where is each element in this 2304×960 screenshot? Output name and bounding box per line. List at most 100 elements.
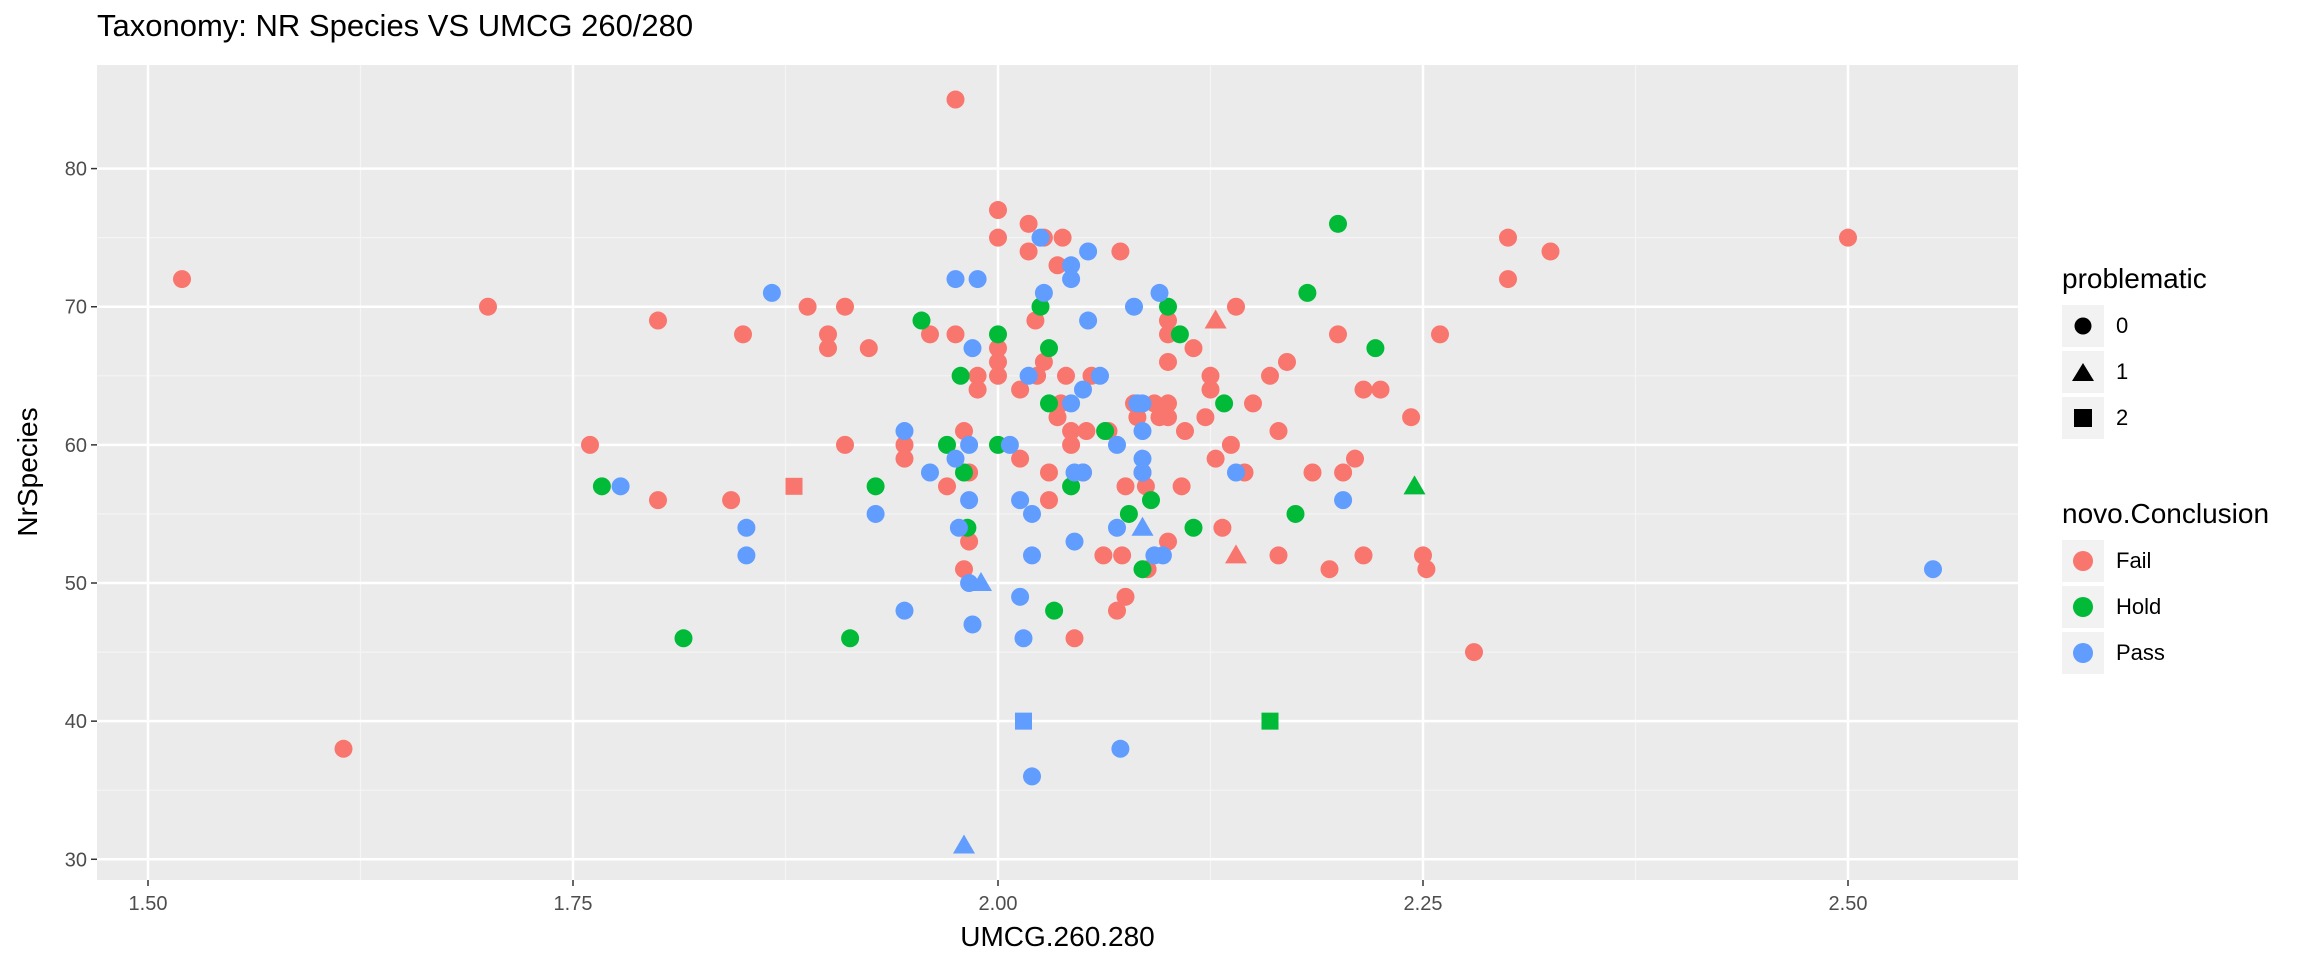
data-point-fail (836, 297, 854, 316)
data-point-pass (1031, 228, 1050, 247)
data-point-fail (581, 435, 599, 454)
data-point-pass (1079, 242, 1098, 261)
data-point-fail (1465, 643, 1483, 662)
data-point-fail (1329, 325, 1347, 344)
x-tick-label: 1.75 (554, 893, 593, 915)
circle-icon (2074, 317, 2092, 335)
data-point-pass (960, 491, 979, 510)
x-tick-label: 2.00 (979, 893, 1018, 915)
data-point-fail (1320, 560, 1339, 579)
data-point-fail (1414, 546, 1432, 565)
chart-title: Taxonomy: NR Species VS UMCG 260/280 (97, 8, 694, 43)
data-point-pass (1133, 394, 1152, 413)
data-point-fail (1159, 352, 1177, 371)
legend-item-shape-2: 2 (2062, 395, 2207, 441)
data-point-hold (912, 311, 931, 330)
x-tick-label: 2.25 (1404, 893, 1443, 915)
data-point-pass (1227, 463, 1245, 482)
data-point-fail (1026, 311, 1045, 330)
legend-novo-conclusion: novo.Conclusion Fail Hold Pass (2062, 498, 2269, 676)
legend-item-shape-1: 1 (2062, 349, 2207, 395)
data-point-pass (1023, 504, 1041, 523)
data-point-pass (1014, 629, 1033, 648)
data-point-fail (1221, 435, 1240, 454)
data-point-fail (1048, 256, 1067, 275)
legend-problematic: problematic 0 1 2 (2062, 263, 2207, 441)
data-point-hold (1298, 283, 1317, 302)
data-point-pass (737, 546, 756, 565)
circle-icon (2073, 643, 2093, 663)
data-point-pass (1000, 435, 1019, 454)
data-point-pass (611, 477, 630, 496)
data-point-hold (1184, 518, 1203, 537)
data-point-fail (989, 366, 1007, 385)
data-point-fail (1034, 352, 1053, 371)
data-point-pass (1091, 366, 1109, 385)
data-point-fail (1172, 477, 1191, 496)
data-point-fail (1354, 546, 1373, 565)
data-point-fail (1204, 309, 1227, 329)
data-point-fail (1159, 394, 1177, 413)
data-point-hold (989, 325, 1007, 344)
data-point-pass (1065, 532, 1084, 551)
data-point-fail (1077, 422, 1096, 441)
y-tick-label: 50 (65, 573, 87, 595)
data-point-pass (866, 504, 885, 523)
data-point-fail (1371, 380, 1390, 399)
data-point-pass (1334, 491, 1353, 510)
data-point-pass (1011, 587, 1030, 606)
data-point-fail (722, 491, 741, 510)
data-point-fail (1839, 228, 1857, 247)
legend-label: Pass (2116, 640, 2165, 665)
data-point-fail (968, 366, 987, 385)
data-point-fail (1269, 422, 1288, 441)
y-tick-label: 30 (65, 849, 87, 871)
data-point-fail (1040, 463, 1058, 482)
legend-title-novo-conclusion: novo.Conclusion (2062, 498, 2270, 529)
data-point-fail (1225, 544, 1247, 564)
data-point-hold (1142, 491, 1160, 510)
data-point-hold (841, 629, 860, 648)
data-point-fail (1057, 366, 1075, 385)
data-point-fail (1227, 297, 1245, 316)
data-point-fail (1184, 339, 1203, 358)
data-point-fail (955, 560, 973, 579)
data-point-hold (1170, 325, 1189, 344)
data-point-hold (1045, 601, 1064, 620)
data-point-pass (963, 615, 982, 634)
data-point-fail (479, 297, 497, 316)
data-point-pass (1023, 767, 1041, 786)
data-point-fail (1159, 311, 1177, 330)
data-point-hold (1031, 297, 1050, 316)
data-point-fail (1213, 518, 1232, 537)
data-point-fail (819, 325, 837, 344)
data-point-fail (989, 339, 1007, 358)
data-point-fail (649, 311, 667, 330)
data-point-hold (1133, 560, 1152, 579)
legend-key-circle (2062, 305, 2104, 347)
legend-item-fail: Fail (2062, 538, 2269, 584)
data-point-hold (1159, 297, 1177, 316)
data-point-pass (1153, 546, 1172, 565)
legend-key-hold (2062, 586, 2104, 628)
y-tick-label: 80 (65, 159, 87, 181)
data-point-fail (1499, 270, 1517, 289)
data-point-fail (1201, 366, 1220, 385)
data-point-fail (968, 380, 987, 399)
data-point-pass (1062, 270, 1081, 289)
data-point-fail (1206, 449, 1225, 468)
y-axis-label: NrSpecies (12, 407, 43, 536)
data-point-hold (1040, 394, 1058, 413)
data-point-hold (1261, 712, 1279, 730)
data-point-fail (1303, 463, 1322, 482)
circle-icon (2073, 597, 2093, 617)
data-point-fail (1108, 601, 1126, 620)
data-point-fail (1053, 228, 1072, 247)
data-point-fail (1040, 491, 1058, 510)
data-point-fail (921, 325, 939, 344)
data-point-fail (938, 477, 956, 496)
data-point-fail (1159, 408, 1177, 427)
major-grid (97, 65, 2018, 880)
data-point-fail (1048, 408, 1067, 427)
